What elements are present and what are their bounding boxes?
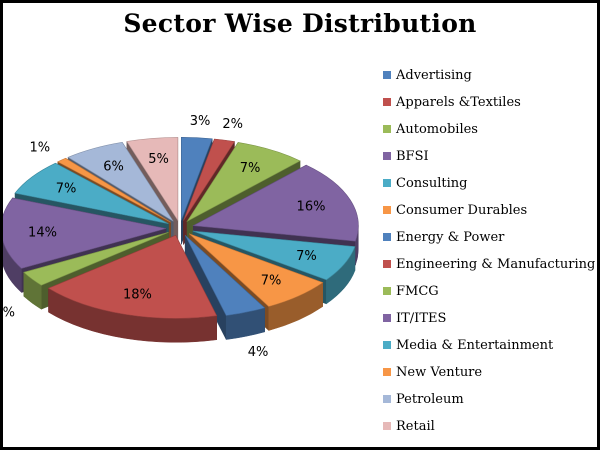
legend-label: BFSI	[396, 149, 429, 164]
legend-item-5: Consulting	[383, 175, 597, 202]
legend-item-2: Apparels &Textiles	[383, 94, 597, 121]
legend-item-11: Media & Entertainment	[383, 337, 597, 364]
pie-slice-7	[184, 234, 266, 340]
data-label-1: 3%	[190, 114, 211, 129]
legend-label: Energy & Power	[396, 230, 505, 245]
pie-chart: 3% 2% 7% 16% 7% 7% 4% 18% 3% 14% 7% 1% 6% 5%	[3, 114, 359, 360]
data-label-12: 1%	[29, 141, 50, 156]
legend-item-12: New Venture	[383, 364, 597, 391]
legend-item-3: Automobiles	[383, 121, 597, 148]
data-label-5: 7%	[296, 249, 317, 264]
legend-item-1: Advertising	[383, 67, 597, 94]
legend-label: IT/ITES	[396, 311, 447, 326]
legend-label: Consumer Durables	[396, 203, 528, 218]
legend-item-4: BFSI	[383, 148, 597, 175]
legend-swatch	[383, 422, 391, 430]
legend-swatch	[383, 98, 391, 106]
data-label-2: 2%	[222, 117, 243, 132]
legend-swatch	[383, 179, 391, 187]
legend-item-14: Retail	[383, 418, 597, 445]
data-label-3: 7%	[240, 161, 261, 176]
data-label-8: 18%	[123, 288, 152, 303]
legend-item-8: Engineering & Manufacturing	[383, 256, 597, 283]
data-label-14: 5%	[148, 152, 169, 167]
legend-item-6: Consumer Durables	[383, 202, 597, 229]
legend-item-10: IT/ITES	[383, 310, 597, 337]
legend-item-13: Petroleum	[383, 391, 597, 418]
legend-label: Engineering & Manufacturing	[396, 257, 596, 272]
data-label-7: 4%	[248, 345, 269, 360]
legend-swatch	[383, 125, 391, 133]
legend: Advertising Apparels &Textiles Automobiles…	[383, 67, 597, 445]
legend-label: Retail	[396, 419, 435, 434]
legend-label: Apparels &Textiles	[396, 95, 521, 110]
legend-label: Media & Entertainment	[396, 338, 554, 353]
legend-swatch	[383, 287, 391, 295]
data-label-9: 3%	[3, 305, 15, 320]
legend-item-7: Energy & Power	[383, 229, 597, 256]
data-label-4: 16%	[297, 199, 326, 214]
pie-slice-8	[47, 234, 218, 343]
chart-panel: Sector Wise Distribution 3% 2% 7% 16% 7% 7% 4%…	[3, 3, 597, 447]
legend-label: Consulting	[396, 176, 468, 191]
legend-swatch	[383, 314, 391, 322]
data-label-6: 7%	[261, 274, 282, 289]
legend-swatch	[383, 152, 391, 160]
data-label-11: 7%	[56, 182, 77, 197]
legend-swatch	[383, 233, 391, 241]
legend-item-9: FMCG	[383, 283, 597, 310]
legend-label: Petroleum	[396, 392, 464, 407]
data-label-13: 6%	[103, 160, 124, 175]
legend-swatch	[383, 206, 391, 214]
legend-swatch	[383, 341, 391, 349]
legend-label: New Venture	[396, 365, 483, 380]
legend-label: Advertising	[396, 68, 472, 83]
legend-swatch	[383, 395, 391, 403]
data-label-10: 14%	[28, 225, 57, 240]
legend-swatch	[383, 368, 391, 376]
legend-label: Automobiles	[396, 122, 478, 137]
legend-swatch	[383, 71, 391, 79]
legend-swatch	[383, 260, 391, 268]
chart-title: Sector Wise Distribution	[123, 9, 477, 38]
legend-label: FMCG	[396, 284, 439, 299]
